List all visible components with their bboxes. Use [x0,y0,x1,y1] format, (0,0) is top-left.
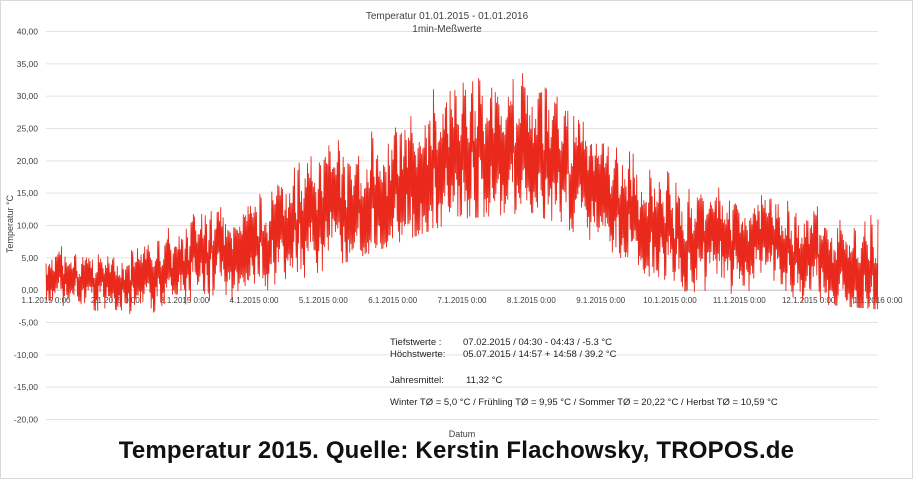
x-tick-label: 5.1.2015 0:00 [299,296,348,305]
jahresmittel-label: Jahresmittel: [390,375,444,386]
x-tick-label: 8.1.2015 0:00 [507,296,556,305]
y-tick-label: 15,00 [17,188,39,198]
y-tick-label: 5,00 [21,253,38,263]
y-tick-label: -5,00 [19,318,39,328]
chart-title: Temperatur 01.01.2015 - 01.01.2016 [366,11,529,22]
x-tick-label: 6.1.2015 0:00 [368,296,417,305]
jahresmittel-value: 11,32 °C [466,375,502,386]
y-tick-label: 35,00 [17,59,39,69]
x-tick-label: 9.1.2015 0:00 [576,296,625,305]
chart-subtitle: 1min-Meßwerte [412,24,482,35]
x-tick-label: 10.1.2015 0:00 [643,296,697,305]
season-averages: Winter TØ = 5,0 °C / Frühling TØ = 9,95 … [390,397,778,408]
y-tick-label: -15,00 [14,382,38,392]
tiefstwerte-label: Tiefstwerte : [390,337,441,348]
y-tick-label: 40,00 [17,27,39,37]
x-tick-label: 11.1.2015 0:00 [713,296,766,305]
y-tick-label: 20,00 [17,156,39,166]
y-tick-labels: 40,00 35,00 30,00 25,00 20,00 15,00 10,00 5,00 0… [14,27,38,425]
hoechstwerte-value: 05.07.2015 / 14:57 + 14:58 / 39.2 °C [463,349,617,360]
y-tick-label: -20,00 [14,415,38,425]
y-tick-label: 10,00 [17,221,39,231]
x-tick-label: 12.1.2015 0:00 [782,296,836,305]
y-tick-label: 25,00 [17,124,39,134]
y-axis-label: Temperatur °C [5,194,15,253]
x-tick-label: 4.1.2015 0:00 [230,296,279,305]
y-tick-label: 30,00 [17,91,39,101]
x-tick-label: 7.1.2015 0:00 [438,296,487,305]
x-tick-label: 3.1.2015 0:00 [160,296,209,305]
hoechstwerte-label: Höchstwerte: [390,349,445,360]
y-tick-label: -10,00 [14,350,38,360]
y-tick-label: 0,00 [21,285,38,295]
image-caption: Temperatur 2015. Quelle: Kerstin Flachow… [0,437,913,465]
tiefstwerte-value: 07.02.2015 / 04:30 - 04:43 / -5.3 °C [463,337,612,348]
